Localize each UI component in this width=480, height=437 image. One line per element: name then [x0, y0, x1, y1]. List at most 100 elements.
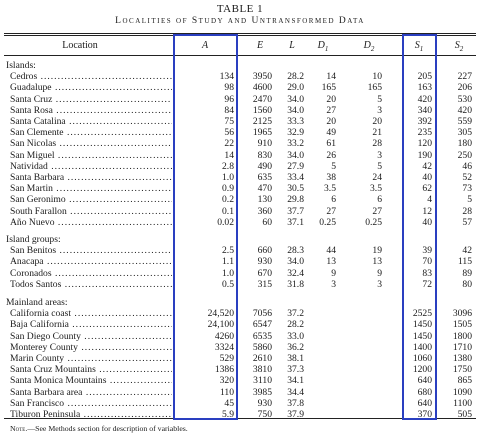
cell-E: 315: [257, 278, 272, 290]
cell-E: 1560: [252, 104, 272, 116]
cell-D2: 165: [367, 82, 382, 94]
cell-A: 75: [224, 116, 234, 127]
cell-S2: 1505: [452, 319, 472, 331]
cell-S1: 42: [422, 160, 432, 172]
top-rule: [4, 33, 476, 34]
bottom-rule: [4, 418, 476, 419]
cell-A: 134: [219, 71, 234, 83]
cell-S2: 1710: [452, 341, 472, 353]
cell-L: 34.1: [287, 375, 304, 387]
cell-D2: 3: [377, 104, 382, 116]
cell-D1: 3.5: [324, 183, 336, 195]
cell-D2: 28: [372, 138, 382, 150]
row-location: Santa Cruz .............................…: [10, 93, 172, 105]
table-row: Santa Barbara ..........................…: [0, 172, 480, 183]
cell-S1: 392: [417, 116, 432, 127]
cell-E: 3950: [252, 71, 272, 83]
cell-L: 32.4: [287, 267, 304, 279]
cell-D2: 27: [372, 205, 382, 217]
table-row: San Diego County .......................…: [0, 331, 480, 342]
header-S2: S2: [454, 40, 464, 53]
cell-E: 2125: [252, 116, 272, 127]
cell-S1: 370: [417, 409, 432, 420]
section-heading: Islands:: [0, 60, 480, 71]
cell-D2: 19: [372, 245, 382, 257]
header-A: A: [201, 40, 209, 51]
cell-S1: 4: [427, 194, 432, 206]
cell-A: 320: [219, 375, 234, 387]
cell-E: 750: [257, 409, 272, 420]
cell-D1: 14: [326, 71, 336, 83]
table-row: Anacapa ................................…: [0, 256, 480, 267]
table-row: Guadalupe ..............................…: [0, 82, 480, 93]
cell-L: 29.0: [287, 82, 304, 94]
cell-A: 0.1: [222, 205, 234, 217]
cell-S2: 89: [462, 267, 472, 279]
header-location: Location: [62, 40, 98, 51]
top-rule-double: [4, 35, 476, 36]
cell-E: 6547: [252, 319, 272, 331]
cell-A: 2.5: [222, 245, 234, 257]
cell-A: 96: [224, 93, 234, 105]
cell-A: 45: [224, 397, 234, 409]
cell-A: 1.1: [222, 256, 234, 268]
cell-D1: 9: [331, 267, 336, 279]
cell-D2: 10: [372, 71, 382, 83]
cell-S1: 83: [422, 267, 432, 279]
row-location: Santa Cruz Mountains ...................…: [10, 364, 172, 376]
row-location: San Benitos ............................…: [10, 245, 172, 257]
section-heading: Mainland areas:: [0, 297, 480, 308]
table-row: California coast .......................…: [0, 308, 480, 319]
cell-L: 36.2: [287, 341, 304, 353]
cell-E: 635: [257, 172, 272, 183]
cell-S1: 640: [417, 397, 432, 409]
cell-S2: 420: [457, 104, 472, 116]
cell-D1: 61: [326, 138, 336, 150]
table-row: Tiburon Peninsula ......................…: [0, 409, 480, 420]
row-location: Santa Rosa .............................…: [10, 104, 172, 116]
section-heading-label: Island groups:: [6, 234, 61, 245]
table-row: Baja California ........................…: [0, 319, 480, 330]
row-location: San Miguel .............................…: [10, 149, 172, 161]
cell-E: 2470: [252, 93, 272, 105]
cell-D2: 9: [377, 267, 382, 279]
cell-A: 3324: [214, 341, 234, 353]
table-row: San Clemente ...........................…: [0, 127, 480, 138]
cell-D1: 6: [331, 194, 336, 206]
cell-S1: 1200: [412, 364, 432, 376]
cell-S2: 250: [457, 149, 472, 161]
cell-D2: 24: [372, 172, 382, 183]
cell-L: 28.3: [287, 245, 304, 257]
cell-D1: 27: [326, 104, 336, 116]
table-row: Santa Catalina .........................…: [0, 116, 480, 127]
cell-L: 37.8: [287, 397, 304, 409]
row-location: Cedros .................................…: [10, 71, 172, 83]
row-location: Todos Santos ...........................…: [10, 278, 172, 290]
cell-L: 34.0: [287, 104, 304, 116]
cell-E: 7056: [252, 308, 272, 320]
cell-L: 33.3: [287, 116, 304, 127]
cell-D1: 44: [326, 245, 336, 257]
cell-S2: 505: [457, 409, 472, 420]
cell-D2: 21: [372, 127, 382, 139]
table-row: South Farallon .........................…: [0, 206, 480, 217]
cell-L: 34.0: [287, 256, 304, 268]
cell-L: 31.8: [287, 278, 304, 290]
cell-S1: 39: [422, 245, 432, 257]
cell-D1: 0.25: [319, 216, 336, 228]
table-row: San Nicolas ............................…: [0, 138, 480, 149]
cell-S2: 530: [457, 93, 472, 105]
cell-S1: 680: [417, 386, 432, 398]
header-rule: [4, 55, 476, 56]
cell-D2: 5: [377, 93, 382, 105]
cell-E: 930: [257, 397, 272, 409]
cell-A: 2.8: [222, 160, 234, 172]
cell-S2: 1100: [453, 397, 472, 409]
cell-S1: 163: [417, 82, 432, 94]
table-subtitle: Localities of Study and Untransformed Da…: [115, 16, 365, 26]
cell-E: 360: [257, 205, 272, 217]
cell-L: 28.2: [287, 71, 304, 83]
section-heading: Island groups:: [0, 234, 480, 245]
cell-L: 34.0: [287, 93, 304, 105]
cell-A: 56: [224, 127, 234, 139]
